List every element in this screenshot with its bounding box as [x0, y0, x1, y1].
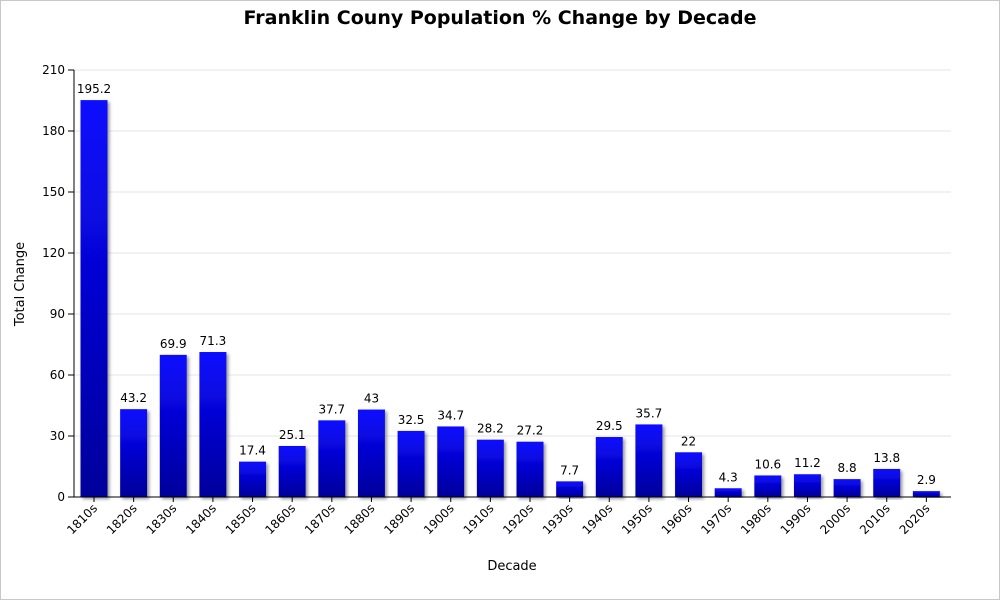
x-tick-label: 1950s — [619, 501, 655, 537]
bar — [873, 468, 901, 497]
axes — [73, 70, 951, 498]
y-axis-ticks: 0 30 60 90 120 150 180 210 — [42, 63, 74, 504]
y-tick-label: 120 — [42, 246, 65, 260]
chart-title: Franklin Couny Population % Change by De… — [244, 7, 757, 29]
data-label: 22 — [681, 434, 696, 448]
x-axis-ticks: 1810s 1820s 1830s 1840s 1850s 1860s 1870s 1880s… — [64, 497, 932, 537]
data-label: 10.6 — [754, 457, 781, 471]
y-tick-label: 180 — [42, 124, 65, 138]
data-labels: 195.2 43.2 69.9 71.3 17.4 25.1 37.7 43 32.5 34.7 2… — [77, 82, 936, 487]
bar — [159, 354, 187, 497]
bar — [754, 475, 782, 497]
y-tick-label: 0 — [57, 490, 65, 504]
bars — [80, 100, 940, 498]
y-tick-label: 60 — [50, 368, 65, 382]
data-label: 2.9 — [917, 473, 936, 487]
y-tick-label: 30 — [50, 429, 65, 443]
data-label: 28.2 — [477, 422, 504, 436]
x-tick-label: 1890s — [381, 501, 417, 537]
x-tick-label: 1900s — [421, 501, 457, 537]
bar — [476, 439, 504, 497]
x-axis-title: Decade — [487, 559, 536, 574]
bar — [675, 452, 703, 497]
x-tick-label: 1990s — [778, 501, 814, 537]
data-label: 43 — [364, 392, 379, 406]
data-label: 43.2 — [120, 391, 147, 405]
bar — [793, 474, 821, 497]
bar — [120, 409, 148, 497]
x-tick-label: 1810s — [64, 501, 100, 537]
data-label: 13.8 — [873, 451, 900, 465]
bar — [516, 441, 544, 497]
bar — [278, 445, 306, 497]
data-label: 11.2 — [794, 456, 821, 470]
data-label: 32.5 — [398, 413, 425, 427]
data-label: 29.5 — [596, 419, 623, 433]
data-label: 25.1 — [279, 428, 306, 442]
x-tick-label: 1980s — [738, 501, 774, 537]
data-label: 8.8 — [838, 461, 857, 475]
bar — [833, 479, 861, 497]
x-tick-label: 1860s — [262, 501, 298, 537]
data-label: 71.3 — [200, 334, 227, 348]
bar — [437, 426, 465, 497]
data-label: 7.7 — [560, 463, 579, 477]
x-tick-label: 1820s — [104, 501, 140, 537]
data-label: 195.2 — [77, 82, 111, 96]
x-tick-label: 1970s — [698, 501, 734, 537]
x-tick-label: 1910s — [461, 501, 497, 537]
bar — [357, 409, 385, 497]
x-tick-label: 1870s — [302, 501, 338, 537]
x-tick-label: 2010s — [857, 501, 893, 537]
data-label: 4.3 — [719, 470, 738, 484]
bar — [714, 488, 742, 497]
y-tick-label: 90 — [50, 307, 65, 321]
bar — [397, 430, 425, 497]
bar — [199, 352, 227, 497]
x-tick-label: 2000s — [817, 501, 853, 537]
data-label: 17.4 — [239, 444, 266, 458]
bar — [80, 100, 108, 498]
data-label: 35.7 — [636, 406, 663, 420]
bar — [556, 481, 584, 497]
bar — [318, 420, 346, 497]
x-tick-label: 1960s — [659, 501, 695, 537]
bar — [912, 491, 940, 497]
data-label: 69.9 — [160, 337, 187, 351]
x-tick-label: 1930s — [540, 501, 576, 537]
data-label: 34.7 — [437, 408, 464, 422]
x-tick-label: 1940s — [579, 501, 615, 537]
x-tick-label: 1850s — [223, 501, 259, 537]
x-tick-label: 1830s — [143, 501, 179, 537]
x-tick-label: 1840s — [183, 501, 219, 537]
bar — [635, 424, 663, 497]
data-label: 27.2 — [517, 424, 544, 438]
x-tick-label: 1880s — [342, 501, 378, 537]
bar — [595, 437, 623, 497]
bar — [239, 461, 267, 497]
y-axis-title: Total Change — [13, 242, 28, 327]
x-tick-label: 1920s — [500, 501, 536, 537]
y-tick-label: 210 — [42, 63, 65, 77]
data-label: 37.7 — [318, 402, 345, 416]
y-tick-label: 150 — [42, 185, 65, 199]
x-tick-label: 2020s — [897, 501, 933, 537]
